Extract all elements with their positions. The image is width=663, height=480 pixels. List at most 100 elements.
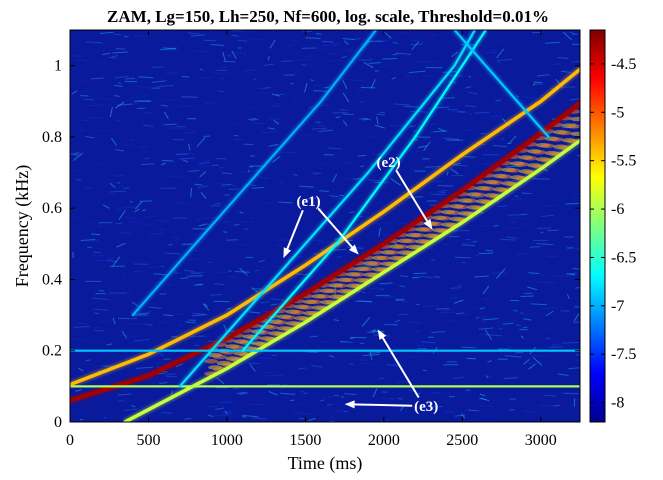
colorbar-tick-label: -4.5	[611, 56, 636, 73]
texture-filament	[467, 358, 476, 359]
texture-streak	[260, 237, 267, 238]
x-tick-label: 2000	[368, 432, 400, 449]
interference-blob	[273, 320, 287, 324]
texture-streak	[417, 345, 424, 346]
interference-blob	[571, 132, 585, 136]
interference-blob	[567, 124, 581, 128]
texture-streak	[133, 271, 142, 272]
texture-streak	[379, 289, 384, 290]
texture-streak	[523, 327, 528, 328]
texture-streak	[466, 239, 471, 240]
interference-blob	[480, 187, 494, 191]
texture-streak	[460, 130, 473, 131]
texture-streak	[335, 226, 348, 227]
texture-streak	[408, 322, 421, 323]
texture-streak	[420, 42, 425, 43]
texture-streak	[422, 306, 439, 307]
interference-blob	[558, 131, 572, 135]
interference-blob	[334, 283, 348, 287]
texture-streak	[313, 173, 321, 174]
texture-streak	[469, 410, 480, 411]
texture-streak	[238, 40, 247, 41]
colorbar-tick-label: -5	[611, 104, 624, 121]
texture-streak	[216, 158, 227, 159]
texture-streak	[180, 278, 187, 279]
interference-blob	[515, 162, 529, 166]
texture-streak	[310, 240, 322, 241]
x-axis-label: Time (ms)	[288, 453, 363, 474]
texture-streak	[94, 327, 101, 328]
texture-streak	[240, 222, 253, 223]
texture-streak	[547, 230, 558, 231]
interference-blob	[308, 300, 322, 304]
texture-streak	[572, 273, 576, 274]
texture-filament	[566, 274, 574, 275]
texture-streak	[322, 42, 333, 43]
texture-streak	[431, 194, 445, 195]
texture-streak	[546, 338, 551, 339]
interference-blob	[472, 193, 486, 197]
interference-blob	[213, 355, 227, 359]
texture-streak	[77, 323, 87, 324]
texture-streak	[416, 61, 431, 62]
texture-streak	[350, 338, 354, 339]
interference-blob	[489, 180, 503, 184]
texture-streak	[149, 233, 165, 234]
y-tick-label: 0.6	[42, 200, 62, 217]
texture-streak	[272, 106, 281, 107]
chart-title: ZAM, Lg=150, Lh=250, Nf=600, log. scale,…	[107, 7, 549, 26]
y-tick-label: 0.2	[42, 343, 62, 360]
texture-streak	[118, 318, 130, 319]
texture-streak	[249, 404, 264, 405]
interference-blob	[385, 250, 399, 254]
texture-streak	[165, 253, 180, 254]
interference-blob	[532, 150, 546, 154]
texture-streak	[218, 272, 229, 273]
texture-streak	[107, 258, 114, 259]
interference-blob	[368, 261, 382, 265]
colorbar	[590, 30, 605, 422]
texture-streak	[472, 241, 477, 242]
texture-streak	[497, 62, 500, 63]
y-tick-label: 0	[54, 414, 62, 431]
texture-streak	[360, 118, 368, 119]
texture-streak	[355, 297, 367, 298]
interference-blob	[549, 137, 563, 141]
texture-streak	[270, 167, 277, 168]
interference-blob	[325, 289, 339, 293]
texture-streak	[167, 284, 174, 285]
x-tick-label: 2500	[446, 432, 478, 449]
interference-blob	[360, 267, 374, 271]
texture-streak	[219, 402, 233, 403]
texture-streak	[302, 31, 312, 32]
texture-streak	[118, 401, 124, 402]
y-tick-label: 0.8	[42, 129, 62, 146]
texture-streak	[160, 355, 164, 356]
texture-streak	[184, 418, 191, 419]
texture-streak	[479, 253, 493, 254]
colorbar-tick-label: -8	[611, 395, 624, 412]
texture-streak	[90, 105, 105, 106]
texture-streak	[116, 209, 122, 210]
texture-streak	[103, 417, 106, 418]
y-axis-label: Frequency (kHz)	[12, 165, 33, 287]
texture-streak	[491, 50, 498, 51]
x-tick-label: 1500	[289, 432, 321, 449]
texture-streak	[163, 124, 177, 125]
texture-streak	[273, 246, 282, 247]
interference-blob	[394, 245, 408, 249]
texture-streak	[283, 398, 288, 399]
annotation-label: (e3)	[414, 399, 438, 415]
texture-streak	[317, 242, 329, 243]
colorbar-tick-label: -7	[611, 298, 624, 315]
texture-streak	[319, 191, 329, 192]
interference-blob	[463, 199, 477, 203]
texture-streak	[168, 176, 181, 177]
texture-filament	[412, 277, 420, 278]
y-tick-label: 0.4	[42, 271, 62, 288]
texture-streak	[563, 342, 579, 343]
y-tick-label: 1	[54, 58, 62, 75]
texture-streak	[515, 196, 518, 197]
